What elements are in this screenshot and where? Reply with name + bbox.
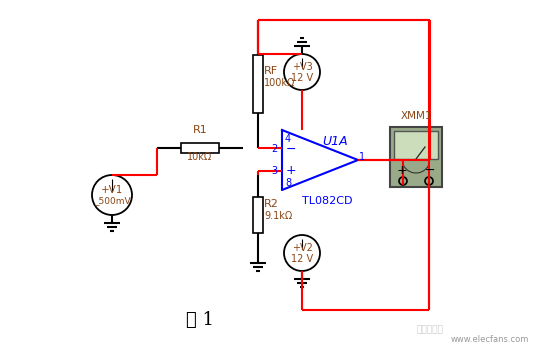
Text: 3: 3 [271,166,277,176]
Text: 1: 1 [359,152,365,162]
Text: U1A: U1A [322,135,348,148]
Text: 2: 2 [271,144,277,154]
Text: +: + [286,164,296,177]
Text: 8: 8 [285,178,291,188]
Text: 图 1: 图 1 [186,311,214,329]
Bar [253,55,263,113]
Text: +V3: +V3 [292,62,312,72]
Text: XMM1: XMM1 [400,111,432,121]
Text: R2: R2 [264,199,279,209]
Text: 12 V: 12 V [291,73,313,83]
Bar [181,143,219,153]
Bar [253,197,263,233]
Text: 4: 4 [285,134,291,144]
Text: 9.1kΩ: 9.1kΩ [264,211,292,221]
Bar [394,131,438,159]
Text: R1: R1 [193,125,208,135]
Text: +V2: +V2 [292,243,312,253]
Text: www.elecfans.com: www.elecfans.com [451,336,529,344]
Text: 100kΩ: 100kΩ [264,78,295,88]
Text: 10kΩ: 10kΩ [187,152,213,162]
Text: +: + [397,164,407,177]
Text: RF: RF [264,66,278,76]
Text: _500mV: _500mV [94,196,131,206]
Text: −: − [286,143,296,156]
Bar [390,127,442,187]
Text: 电子发烧友: 电子发烧友 [417,325,444,334]
Text: TL082CD: TL082CD [302,196,353,206]
Text: −: − [425,164,435,177]
Text: +V1: +V1 [101,185,123,195]
Text: 12 V: 12 V [291,254,313,264]
